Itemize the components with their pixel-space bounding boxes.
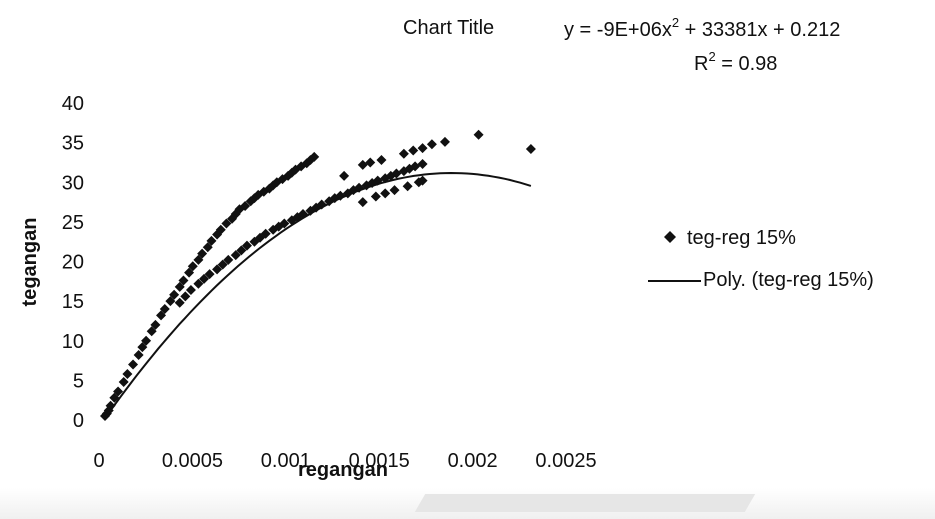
data-point bbox=[180, 291, 191, 302]
data-point bbox=[279, 218, 290, 229]
x-axis-title: regangan bbox=[298, 459, 388, 481]
r2-exponent: 2 bbox=[708, 49, 715, 64]
data-point bbox=[215, 224, 226, 235]
data-point bbox=[365, 157, 376, 168]
chart-title: Chart Title bbox=[403, 17, 494, 39]
data-point bbox=[156, 310, 167, 321]
data-point bbox=[133, 350, 144, 361]
data-point bbox=[473, 129, 484, 140]
data-point bbox=[439, 136, 450, 147]
data-point bbox=[357, 159, 368, 170]
bottom-shadow-band bbox=[0, 488, 935, 519]
x-tick-label: 0.0025 bbox=[535, 450, 596, 472]
y-tick-label: 30 bbox=[62, 172, 84, 194]
x-tick-label: 0.0005 bbox=[162, 450, 223, 472]
data-point bbox=[417, 159, 428, 170]
data-point bbox=[141, 335, 152, 346]
y-tick-label: 20 bbox=[62, 252, 84, 274]
y-tick-label: 35 bbox=[62, 133, 84, 155]
equation-rest: + 33381x + 0.212 bbox=[679, 19, 840, 41]
data-point bbox=[150, 319, 161, 330]
data-point bbox=[410, 161, 421, 172]
data-point bbox=[402, 181, 413, 192]
data-point bbox=[174, 297, 185, 308]
equation-main: y = -9E+06x bbox=[564, 19, 672, 41]
data-point bbox=[408, 145, 419, 156]
y-tick-label: 5 bbox=[73, 370, 84, 392]
data-point bbox=[417, 175, 428, 186]
legend-scatter-label: teg-reg 15% bbox=[687, 227, 796, 249]
data-point bbox=[357, 197, 368, 208]
data-point bbox=[525, 143, 536, 154]
y-tick-label: 15 bbox=[62, 291, 84, 313]
data-point bbox=[223, 254, 234, 265]
y-tick-labels: 0 5 10 15 20 25 30 35 40 bbox=[62, 93, 84, 432]
data-point bbox=[187, 261, 198, 272]
legend-trendline-label: Poly. (teg-reg 15%) bbox=[703, 269, 874, 291]
data-point bbox=[212, 264, 223, 275]
y-axis-title: tegangan bbox=[19, 218, 41, 307]
data-point bbox=[146, 326, 157, 337]
polynomial-trendline bbox=[104, 171, 532, 419]
r2-rest: = 0.98 bbox=[716, 53, 778, 75]
data-point bbox=[398, 148, 409, 159]
data-point bbox=[380, 188, 391, 199]
data-point bbox=[236, 245, 247, 256]
r2-prefix: R bbox=[694, 53, 708, 75]
y-tick-label: 25 bbox=[62, 212, 84, 234]
data-point bbox=[128, 359, 139, 370]
data-point bbox=[178, 275, 189, 286]
y-tick-label: 40 bbox=[62, 93, 84, 115]
data-point bbox=[185, 285, 196, 296]
y-tick-label: 10 bbox=[62, 331, 84, 353]
trendline-equation: y = -9E+06x2 + 33381x + 0.212 bbox=[564, 15, 840, 41]
data-point bbox=[389, 185, 400, 196]
data-point bbox=[309, 151, 320, 162]
data-point bbox=[260, 228, 271, 239]
data-point bbox=[113, 386, 124, 397]
data-point bbox=[206, 235, 217, 246]
y-tick-label: 0 bbox=[73, 410, 84, 432]
data-point bbox=[221, 218, 232, 229]
data-point bbox=[159, 304, 170, 315]
data-point bbox=[118, 376, 129, 387]
data-point bbox=[193, 278, 204, 289]
data-point bbox=[370, 191, 381, 202]
x-tick-label: 0.0015 bbox=[349, 450, 410, 472]
data-point bbox=[339, 170, 350, 181]
data-point bbox=[137, 342, 148, 353]
data-point bbox=[199, 273, 210, 284]
x-tick-label: 0 bbox=[93, 450, 104, 472]
data-point bbox=[197, 248, 208, 259]
data-point bbox=[417, 143, 428, 154]
x-tick-labels: 0 0.0005 0.001 0.0015 0.002 0.0025 bbox=[93, 450, 596, 472]
data-point bbox=[193, 254, 204, 265]
data-point bbox=[217, 259, 228, 270]
trendline-group bbox=[104, 171, 532, 419]
data-point bbox=[204, 269, 215, 280]
data-point bbox=[184, 267, 195, 278]
data-point bbox=[391, 168, 402, 179]
data-point bbox=[174, 281, 185, 292]
data-point bbox=[165, 296, 176, 307]
r-squared: R2 = 0.98 bbox=[694, 49, 777, 75]
x-tick-label: 0.002 bbox=[448, 450, 498, 472]
legend-diamond-marker bbox=[664, 231, 676, 243]
x-tick-label: 0.001 bbox=[261, 450, 311, 472]
data-point bbox=[241, 240, 252, 251]
data-point bbox=[426, 139, 437, 150]
data-point bbox=[230, 250, 241, 261]
data-point bbox=[169, 289, 180, 300]
data-point bbox=[122, 369, 133, 380]
data-point bbox=[376, 155, 387, 166]
legend: teg-reg 15% Poly. (teg-reg 15%) bbox=[648, 227, 874, 291]
bottom-shadow-stripe bbox=[414, 494, 756, 512]
equation-exponent: 2 bbox=[672, 15, 679, 30]
data-point bbox=[202, 242, 213, 253]
data-point bbox=[240, 201, 251, 212]
